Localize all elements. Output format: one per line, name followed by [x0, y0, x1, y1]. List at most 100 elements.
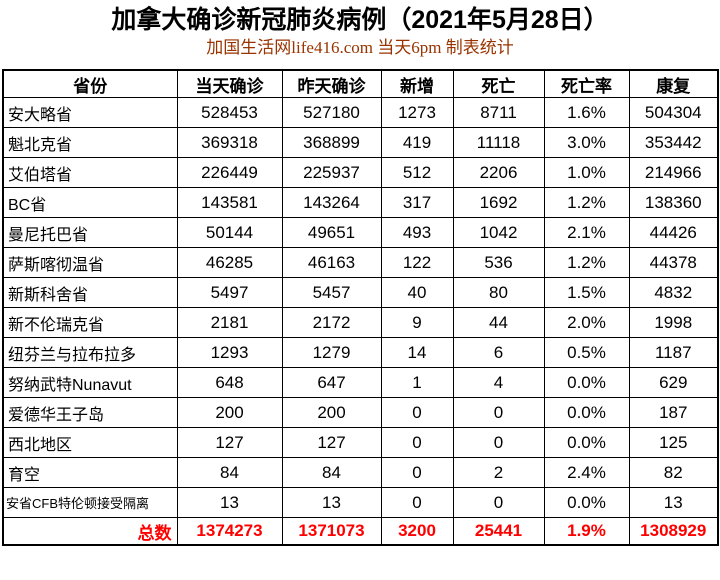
- cell-value: 493: [380, 217, 454, 248]
- cell-value: 40: [380, 277, 454, 308]
- cell-value: 504304: [628, 97, 719, 128]
- cell-value: 44: [452, 307, 545, 338]
- cell-value: 0: [452, 397, 545, 428]
- cell-value: 1371073: [281, 517, 382, 546]
- table-row: 安大略省 528453 527180 1273 8711 1.6% 504304: [2, 97, 719, 128]
- page-title: 加拿大确诊新冠肺炎病例（2021年5月28日）: [111, 6, 609, 34]
- table-row: 爱德华王子岛 200 200 0 0 0.0% 187: [2, 397, 719, 428]
- covid-report-page: 加拿大确诊新冠肺炎病例（2021年5月28日） 加国生活网life416.com…: [0, 5, 720, 580]
- cell-value: 200: [281, 397, 382, 428]
- cell-value: 369318: [176, 127, 283, 158]
- cell-province: 新不伦瑞克省: [2, 307, 178, 338]
- cell-value: 353442: [628, 127, 719, 158]
- cell-value: 629: [628, 367, 719, 398]
- column-header: 死亡率: [543, 69, 630, 98]
- cell-value: 0.0%: [543, 367, 630, 398]
- cell-value: 84: [281, 457, 382, 488]
- cell-value: 14: [380, 337, 454, 368]
- cell-value: 1.6%: [543, 97, 630, 128]
- cell-value: 0.0%: [543, 427, 630, 458]
- cell-value: 13: [628, 487, 719, 518]
- covid-stats-table: 省份 当天确诊 昨天确诊 新增 死亡 死亡率 康复 安大略省 528453 527180 1273…: [2, 69, 719, 546]
- cell-value: 647: [281, 367, 382, 398]
- table-row: 新不伦瑞克省 2181 2172 9 44 2.0% 1998: [2, 307, 719, 338]
- cell-value: 2172: [281, 307, 382, 338]
- cell-value: 122: [380, 247, 454, 278]
- table-row: 萨斯喀彻温省 46285 46163 122 536 1.2% 44378: [2, 247, 719, 278]
- cell-value: 50144: [176, 217, 283, 248]
- cell-value: 25441: [452, 517, 545, 546]
- cell-value: 9: [380, 307, 454, 338]
- table-row: 安省CFB特伦顿接受隔离 13 13 0 0 0.0% 13: [2, 487, 719, 518]
- cell-province: 新斯科舍省: [2, 277, 178, 308]
- cell-value: 1998: [628, 307, 719, 338]
- cell-value: 5457: [281, 277, 382, 308]
- cell-province: 安大略省: [2, 97, 178, 128]
- cell-value: 13: [176, 487, 283, 518]
- table-row: 新斯科舍省 5497 5457 40 80 1.5% 4832: [2, 277, 719, 308]
- cell-value: 225937: [281, 157, 382, 188]
- cell-value: 512: [380, 157, 454, 188]
- column-header: 当天确诊: [176, 69, 283, 98]
- cell-province: BC省: [2, 187, 178, 218]
- cell-value: 214966: [628, 157, 719, 188]
- cell-value: 82: [628, 457, 719, 488]
- cell-value: 0: [380, 457, 454, 488]
- cell-value: 2.1%: [543, 217, 630, 248]
- cell-value: 84: [176, 457, 283, 488]
- cell-value: 527180: [281, 97, 382, 128]
- cell-value: 5497: [176, 277, 283, 308]
- source-subtitle: 加国生活网life416.com 当天6pm 制表统计: [206, 38, 514, 57]
- column-header: 新增: [380, 69, 454, 98]
- cell-province: 艾伯塔省: [2, 157, 178, 188]
- cell-value: 0: [452, 487, 545, 518]
- table-row: 艾伯塔省 226449 225937 512 2206 1.0% 214966: [2, 157, 719, 188]
- cell-value: 0: [380, 487, 454, 518]
- cell-value: 1.9%: [543, 517, 630, 546]
- table-row: 西北地区 127 127 0 0 0.0% 125: [2, 427, 719, 458]
- cell-value: 1374273: [176, 517, 283, 546]
- cell-value: 0.0%: [543, 397, 630, 428]
- cell-value: 317: [380, 187, 454, 218]
- cell-value: 2206: [452, 157, 545, 188]
- column-header: 省份: [2, 69, 178, 98]
- cell-value: 4: [452, 367, 545, 398]
- cell-province: 曼尼托巴省: [2, 217, 178, 248]
- cell-value: 44378: [628, 247, 719, 278]
- cell-value: 6: [452, 337, 545, 368]
- column-header: 死亡: [452, 69, 545, 98]
- cell-value: 1308929: [628, 517, 719, 546]
- totals-label: 总数: [2, 517, 178, 546]
- cell-value: 2181: [176, 307, 283, 338]
- column-header: 昨天确诊: [281, 69, 382, 98]
- column-header: 康复: [628, 69, 719, 98]
- cell-value: 1042: [452, 217, 545, 248]
- cell-value: 419: [380, 127, 454, 158]
- cell-value: 0.5%: [543, 337, 630, 368]
- cell-value: 46285: [176, 247, 283, 278]
- totals-row: 总数 1374273 1371073 3200 25441 1.9% 1308929: [2, 517, 719, 546]
- cell-value: 4832: [628, 277, 719, 308]
- cell-value: 125: [628, 427, 719, 458]
- cell-value: 0.0%: [543, 487, 630, 518]
- cell-value: 46163: [281, 247, 382, 278]
- cell-value: 80: [452, 277, 545, 308]
- cell-value: 0: [380, 427, 454, 458]
- cell-value: 2.0%: [543, 307, 630, 338]
- cell-value: 1273: [380, 97, 454, 128]
- cell-value: 1: [380, 367, 454, 398]
- table-row: 曼尼托巴省 50144 49651 493 1042 2.1% 44426: [2, 217, 719, 248]
- table-row: 育空 84 84 0 2 2.4% 82: [2, 457, 719, 488]
- cell-value: 127: [176, 427, 283, 458]
- cell-province: 萨斯喀彻温省: [2, 247, 178, 278]
- cell-province: 安省CFB特伦顿接受隔离: [2, 487, 178, 518]
- cell-value: 49651: [281, 217, 382, 248]
- cell-value: 368899: [281, 127, 382, 158]
- cell-value: 11118: [452, 127, 545, 158]
- cell-value: 8711: [452, 97, 545, 128]
- cell-value: 1.2%: [543, 247, 630, 278]
- cell-province: 爱德华王子岛: [2, 397, 178, 428]
- cell-value: 1.5%: [543, 277, 630, 308]
- cell-province: 西北地区: [2, 427, 178, 458]
- cell-value: 3.0%: [543, 127, 630, 158]
